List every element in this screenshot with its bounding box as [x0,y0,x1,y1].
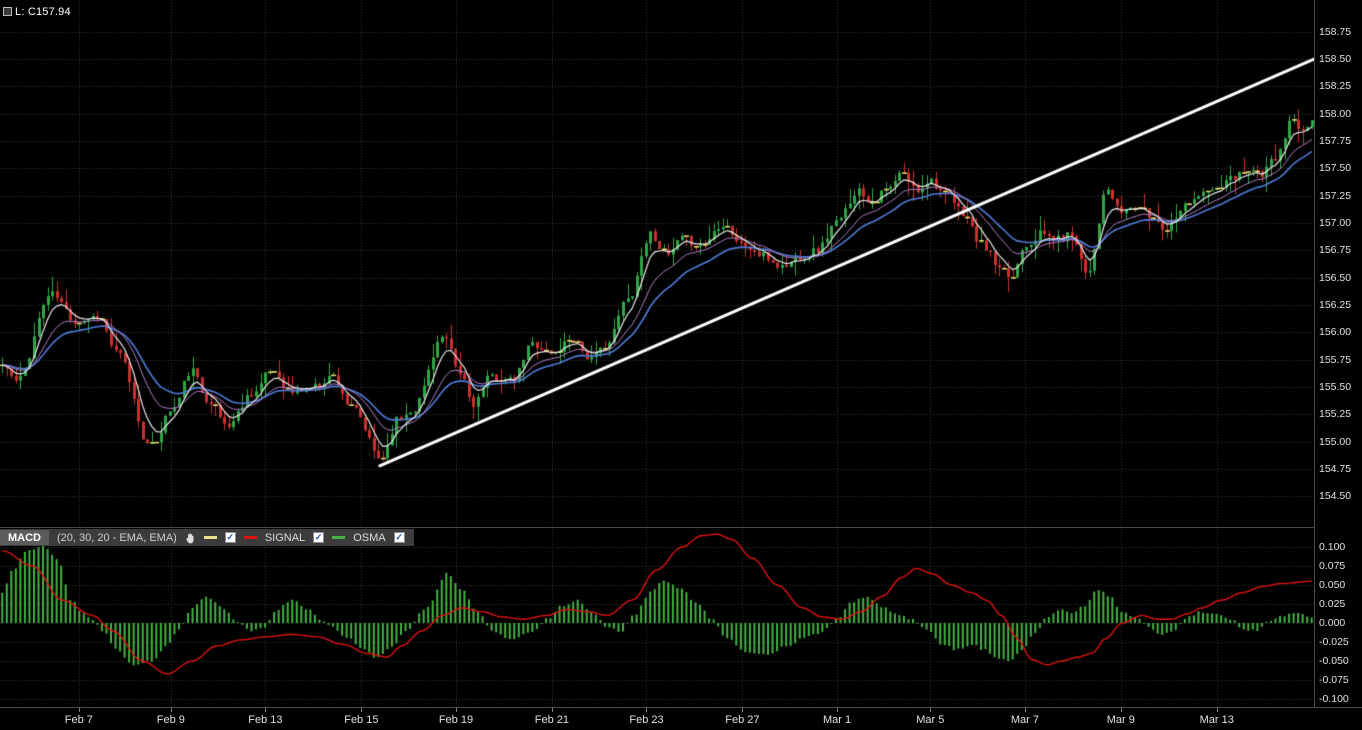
time-tick-mark [837,708,838,712]
macd-line-checkbox[interactable]: ✓ [224,532,236,543]
macd-axis-label: -0.025 [1319,636,1349,649]
price-axis-label: 157.75 [1319,135,1352,148]
time-tick-mark [1217,708,1218,712]
osma-checkbox[interactable]: ✓ [393,532,405,543]
last-price-label: L: C157.94 [15,6,71,18]
indicator-params: (20, 30, 20 - EMA, EMA) [57,531,177,544]
price-axis-label: 158.00 [1319,107,1352,120]
price-axis-label: 158.75 [1319,25,1352,38]
price-axis-label: 157.50 [1319,162,1352,175]
macd-line-swatch [203,536,217,539]
macd-chart-canvas[interactable] [0,529,1314,707]
time-tick-mark [171,708,172,712]
time-axis-label: Feb 27 [725,714,760,726]
price-axis-label: 154.75 [1319,463,1352,476]
time-tick-mark [1025,708,1026,712]
price-axis-label: 156.25 [1319,299,1352,312]
price-axis[interactable]: 158.75 158.50 158.25 158.00 157.75 157.50 157.… [1314,0,1362,708]
macd-axis-label: -0.050 [1319,655,1349,668]
time-axis-label: Mar 13 [1199,714,1234,726]
time-tick-mark [265,708,266,712]
time-tick-mark [361,708,362,712]
price-axis-label: 155.75 [1319,353,1352,366]
time-axis-label: Mar 5 [916,714,945,726]
price-axis-label: 158.50 [1319,53,1352,66]
price-chart-canvas[interactable] [0,0,1314,527]
time-tick-mark [552,708,553,712]
signal-label: SIGNAL [264,531,306,544]
macd-axis-label: -0.075 [1319,674,1349,687]
time-tick-mark [1121,708,1122,712]
price-axis-label: 158.25 [1319,80,1352,93]
price-axis-label: 157.25 [1319,189,1352,202]
price-axis-label: 156.75 [1319,244,1352,257]
time-tick-mark [79,708,80,712]
time-axis-label: Feb 13 [248,714,283,726]
time-axis-label: Mar 7 [1010,714,1039,726]
panel-separator[interactable] [0,527,1362,528]
time-axis-label: Feb 21 [534,714,569,726]
signal-checkbox[interactable]: ✓ [313,532,325,543]
time-axis-label: Mar 9 [1106,714,1135,726]
price-axis-label: 157.00 [1319,217,1352,230]
time-tick-mark [646,708,647,712]
time-tick-mark [456,708,457,712]
time-axis-separator [0,707,1362,708]
macd-axis-label: 0.100 [1319,541,1346,553]
macd-axis-label: 0.025 [1319,598,1346,610]
time-axis-label: Feb 15 [344,714,379,726]
time-tick-mark [742,708,743,712]
macd-axis-label: 0.050 [1319,579,1346,591]
price-axis-label: 156.50 [1319,271,1352,284]
macd-axis-label: 0.075 [1319,560,1346,572]
time-tick-mark [930,708,931,712]
time-axis-label: Mar 1 [822,714,852,726]
price-axis-label: 155.00 [1319,435,1352,448]
price-axis-label: 156.00 [1319,326,1352,339]
time-axis-label: Feb 9 [156,714,185,726]
indicator-name-button[interactable]: MACD [0,530,49,545]
time-axis-label: Feb 23 [629,714,664,726]
time-axis-label: Feb 19 [438,714,474,726]
time-axis[interactable]: Feb 7 Feb 9 Feb 13 Feb 15 Feb 19 Feb 21 Feb 23… [0,708,1362,730]
price-axis-label: 155.25 [1319,408,1352,421]
macd-axis-label: -0.100 [1319,693,1349,706]
signal-line-swatch [243,536,257,539]
osma-label: OSMA [353,531,386,544]
price-axis-label: 154.50 [1319,490,1352,503]
hand-icon[interactable] [185,532,196,544]
macd-axis-label: 0.000 [1319,617,1346,630]
macd-indicator-header: MACD (20, 30, 20 - EMA, EMA) ✓ SIGNAL ✓ … [0,529,414,546]
time-axis-label: Feb 7 [64,714,93,726]
price-axis-label: 155.50 [1319,381,1352,394]
collapse-icon[interactable] [3,7,12,16]
osma-swatch [332,536,346,539]
